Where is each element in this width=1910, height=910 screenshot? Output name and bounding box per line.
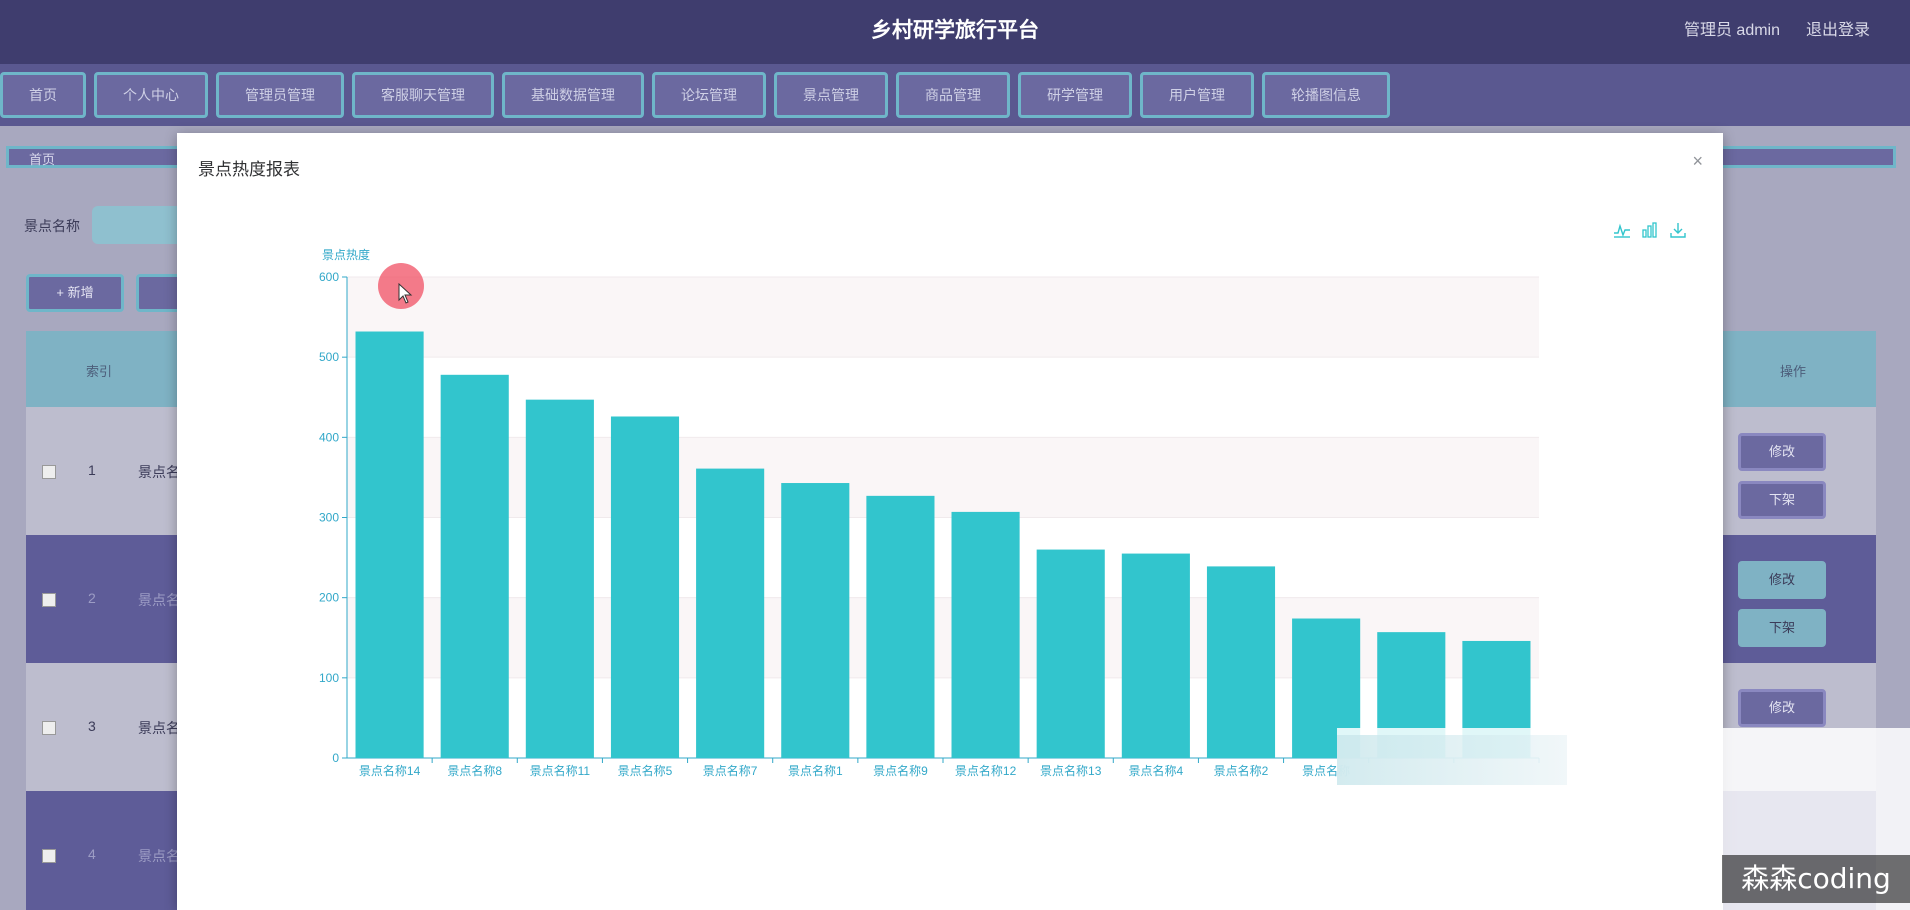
breadcrumb-home[interactable]: 首页	[29, 152, 56, 167]
bar	[1206, 566, 1276, 758]
nav-item-6[interactable]: 景点管理	[774, 72, 888, 118]
x-tick-label: 景点名称2	[1214, 763, 1269, 778]
nav-item-3[interactable]: 客服聊天管理	[352, 72, 494, 118]
bar	[525, 399, 594, 758]
row-name: 景点名	[138, 848, 180, 864]
search-label: 景点名称	[24, 218, 80, 234]
nav-item-1[interactable]: 个人中心	[94, 72, 208, 118]
nav-item-8[interactable]: 研学管理	[1018, 72, 1132, 118]
y-tick-label: 500	[319, 350, 339, 364]
row-checkbox[interactable]	[42, 849, 56, 863]
bar	[866, 495, 935, 758]
y-tick-label: 100	[319, 671, 339, 685]
edit-button[interactable]: 修改	[1738, 433, 1826, 471]
blurred-strip	[1337, 735, 1567, 785]
nav-item-7[interactable]: 商品管理	[896, 72, 1010, 118]
add-button[interactable]: + 新增	[26, 274, 124, 312]
bar	[951, 511, 1020, 758]
y-tick-label: 0	[332, 751, 339, 765]
nav-items: 首页 个人中心 管理员管理 客服聊天管理 基础数据管理 论坛管理 景点管理 商品管理 研学管理用…	[0, 72, 1398, 118]
row-checkbox[interactable]	[42, 465, 56, 479]
row-index: 1	[88, 462, 96, 478]
x-tick-label: 景点名称8	[447, 763, 502, 778]
report-dialog: 景点热度报表 × 0 100 200 300 400 500 600 景点热度景点名称14 景点…	[177, 133, 1723, 910]
download-icon[interactable]	[1669, 221, 1687, 239]
y-tick-label: 200	[319, 591, 339, 605]
bar	[1036, 549, 1105, 758]
x-tick-label: 景点名称14	[359, 763, 421, 778]
row-name: 景点名	[138, 592, 180, 608]
x-tick-label: 景点名称5	[618, 763, 673, 778]
cursor-icon	[398, 283, 413, 304]
y-tick-label: 400	[319, 430, 339, 444]
row-checkbox[interactable]	[42, 593, 56, 607]
secondary-button[interactable]	[136, 274, 182, 312]
bar	[781, 483, 850, 758]
bar-chart-icon[interactable]	[1641, 221, 1659, 239]
edit-button[interactable]: 修改	[1738, 561, 1826, 599]
y-tick-label: 600	[319, 270, 339, 284]
row-checkbox[interactable]	[42, 721, 56, 735]
row-name: 景点名	[138, 720, 180, 736]
x-tick-label: 景点名称7	[703, 763, 758, 778]
current-user: 管理员 admin	[1683, 22, 1780, 39]
nav-item-9[interactable]: 用户管理	[1140, 72, 1254, 118]
bar	[696, 468, 765, 758]
grid-band	[347, 277, 1539, 358]
chart-toolbox	[1613, 221, 1687, 239]
app-header: 乡村研学旅行平台 管理员 admin 退出登录	[0, 0, 1910, 64]
row-name: 景点名	[138, 464, 180, 480]
row-index: 3	[88, 718, 96, 734]
x-tick-label: 景点名称13	[1040, 763, 1102, 778]
edit-button[interactable]: 修改	[1738, 689, 1826, 727]
line-chart-icon[interactable]	[1613, 221, 1631, 239]
dialog-title: 景点热度报表	[198, 160, 300, 179]
watermark: 森森coding	[1722, 855, 1910, 903]
nav-item-4[interactable]: 基础数据管理	[502, 72, 644, 118]
nav-item-10[interactable]: 轮播图信息	[1262, 72, 1390, 118]
x-tick-label: 景点名称9	[873, 763, 928, 778]
y-tick-label: 300	[319, 511, 339, 525]
row-index: 2	[88, 590, 96, 606]
nav-item-0[interactable]: 首页	[0, 72, 86, 118]
top-nav: 首页 个人中心 管理员管理 客服聊天管理 基础数据管理 论坛管理 景点管理 商品管理 研学管理用…	[0, 64, 1910, 126]
close-icon[interactable]: ×	[1692, 151, 1703, 171]
header-index: 索引	[86, 364, 113, 379]
search-input[interactable]	[92, 206, 182, 244]
offline-button[interactable]: 下架	[1738, 609, 1826, 647]
nav-item-5[interactable]: 论坛管理	[652, 72, 766, 118]
bar	[355, 331, 424, 758]
app-title: 乡村研学旅行平台	[871, 19, 1039, 42]
bar	[1121, 553, 1190, 758]
offline-button[interactable]: 下架	[1738, 481, 1826, 519]
logout-link[interactable]: 退出登录	[1805, 22, 1870, 39]
x-tick-label: 景点名称4	[1129, 763, 1184, 778]
header-op: 操作	[1779, 364, 1806, 379]
row-index: 4	[88, 846, 96, 862]
nav-item-2[interactable]: 管理员管理	[216, 72, 344, 118]
x-tick-label: 景点名称1	[788, 763, 843, 778]
bar	[440, 374, 509, 758]
x-tick-label: 景点名称12	[955, 763, 1017, 778]
y-axis-label: 景点热度	[322, 247, 370, 262]
bar	[610, 416, 680, 758]
x-tick-label: 景点名称11	[530, 763, 591, 778]
